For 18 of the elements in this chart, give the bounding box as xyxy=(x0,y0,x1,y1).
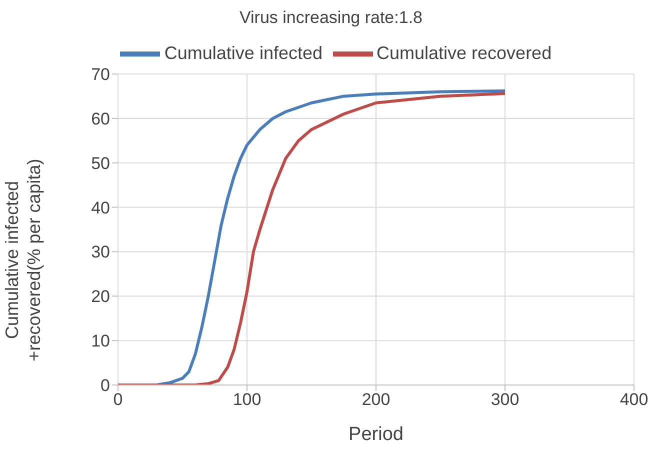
legend-label: Cumulative infected xyxy=(164,42,322,63)
y-tick-label: 0 xyxy=(100,376,110,396)
y-tick-label: 40 xyxy=(91,198,110,218)
y-tick-label: 30 xyxy=(91,242,110,262)
x-tick-label: 200 xyxy=(362,390,390,410)
legend-label: Cumulative recovered xyxy=(376,42,552,63)
chart-title: Virus increasing rate:1.8 xyxy=(238,8,424,29)
y-tick-label: 60 xyxy=(91,109,110,128)
y-tick-label: 20 xyxy=(91,287,110,306)
y-axis-title: Cumulative infected +recovered(% per capita) xyxy=(1,158,45,364)
x-tick-label: 300 xyxy=(490,390,520,410)
x-tick-label: 0 xyxy=(113,390,123,410)
y-tick-label: 10 xyxy=(91,332,110,351)
y-tick-label: 50 xyxy=(91,154,110,173)
x-tick-label: 400 xyxy=(620,390,648,410)
x-tick-label: 100 xyxy=(232,390,262,410)
x-axis-title: Period xyxy=(348,424,404,445)
y-tick-label: 70 xyxy=(91,65,110,84)
